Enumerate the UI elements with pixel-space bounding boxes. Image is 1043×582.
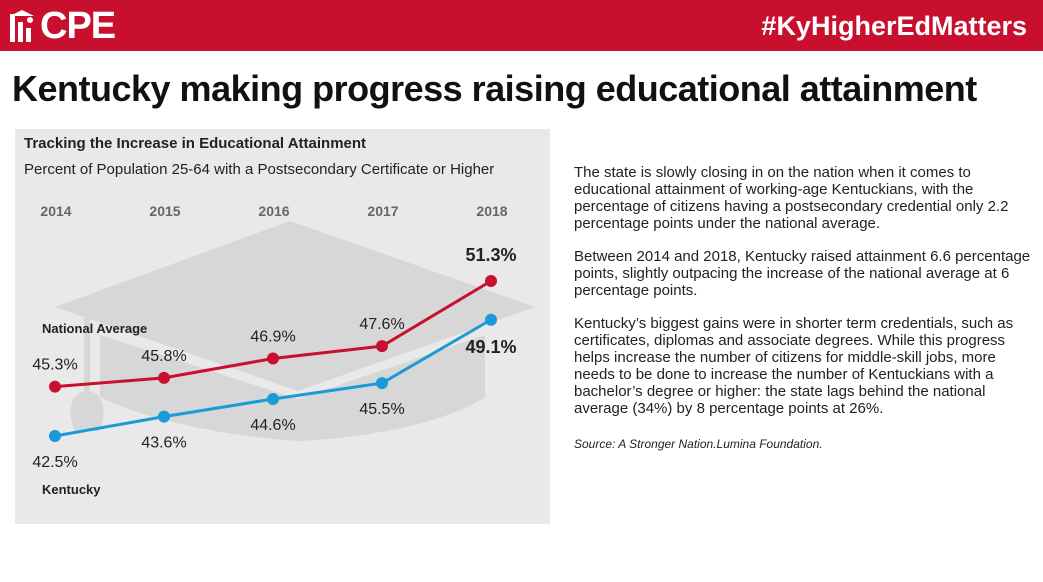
- data-label-national-average-2015: 45.8%: [141, 348, 186, 365]
- data-label-kentucky-2015: 43.6%: [141, 435, 186, 452]
- data-point-kentucky-2016: [267, 393, 279, 406]
- cpe-logo-mark-icon: [10, 10, 34, 42]
- data-point-national-average-2016: [267, 352, 279, 365]
- legend-national-average: National Average: [42, 321, 147, 336]
- hashtag[interactable]: #KyHigherEdMatters: [761, 11, 1027, 41]
- data-label-national-average-2017: 47.6%: [359, 316, 404, 333]
- chart-subtitle: Percent of Population 25-64 with a Posts…: [24, 161, 495, 178]
- article-text: The state is slowly closing in on the na…: [574, 164, 1034, 468]
- paragraph-3: Kentucky’s biggest gains were in shorter…: [574, 315, 1014, 417]
- data-point-national-average-2017: [376, 340, 388, 353]
- source-note: Source: A Stronger Nation.Lumina Foundat…: [574, 437, 823, 451]
- paragraph-1: The state is slowly closing in on the na…: [574, 164, 1009, 232]
- page-title: Kentucky making progress raising educati…: [12, 68, 977, 109]
- data-label-national-average-2016: 46.9%: [250, 329, 295, 346]
- graduation-cap-icon: [55, 221, 535, 441]
- data-point-kentucky-2017: [376, 377, 388, 390]
- x-tick-label-2015: 2015: [149, 203, 180, 219]
- chart-panel: 2014 2015 2016 2017 2018 45.3% 45.8% 46.9% 47.6…: [15, 129, 550, 524]
- attainment-line-chart: 2014 2015 2016 2017 2018 45.3% 45.8% 46.9% 47.6…: [32, 203, 535, 497]
- data-point-kentucky-2014: [49, 430, 61, 442]
- logo-text: CPE: [40, 5, 116, 47]
- data-label-kentucky-2018: 49.1%: [465, 337, 516, 357]
- data-point-kentucky-2018: [485, 313, 497, 326]
- x-tick-label-2016: 2016: [258, 203, 289, 219]
- chart-title: Tracking the Increase in Educational Att…: [24, 135, 367, 152]
- data-label-national-average-2014: 45.3%: [32, 357, 77, 374]
- legend-kentucky: Kentucky: [42, 482, 101, 497]
- data-label-kentucky-2014: 42.5%: [32, 454, 77, 471]
- data-label-kentucky-2016: 44.6%: [250, 417, 295, 434]
- data-label-kentucky-2017: 45.5%: [359, 401, 404, 418]
- data-point-national-average-2015: [158, 371, 170, 384]
- data-point-kentucky-2015: [158, 410, 170, 423]
- x-tick-label-2018: 2018: [476, 203, 507, 219]
- data-point-national-average-2014: [49, 380, 61, 393]
- paragraph-2: Between 2014 and 2018, Kentucky raised a…: [574, 248, 1031, 299]
- data-point-national-average-2018: [485, 275, 497, 287]
- data-label-national-average-2018: 51.3%: [465, 245, 516, 265]
- x-tick-label-2014: 2014: [40, 203, 71, 219]
- x-tick-label-2017: 2017: [367, 203, 398, 219]
- header-bar: CPE #KyHigherEdMatters: [0, 0, 1043, 51]
- cpe-logo[interactable]: CPE: [8, 5, 116, 47]
